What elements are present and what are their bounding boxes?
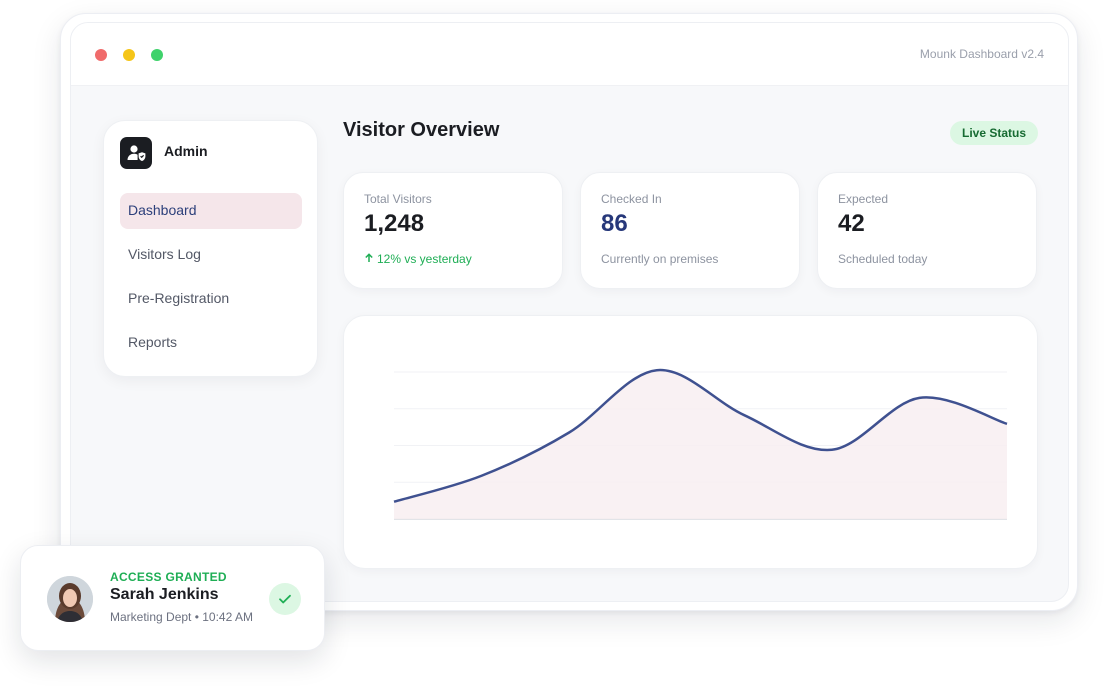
stat-label: Checked In [601, 192, 662, 206]
sidebar-item-pre-registration[interactable]: Pre-Registration [128, 290, 230, 306]
access-notification-toast[interactable]: ACCESS GRANTED Sarah Jenkins Marketing D… [20, 545, 325, 651]
stat-value: 86 [601, 210, 628, 237]
visitor-chart-card [343, 315, 1038, 569]
title-bar: Mounk Dashboard v2.4 [71, 23, 1068, 86]
visitor-name: Sarah Jenkins [110, 586, 219, 603]
stat-card-checked-in: Checked In 86 Currently on premises [580, 172, 800, 289]
page-title: Visitor Overview [343, 119, 500, 141]
chart-series-line [393, 368, 1008, 503]
app-version-label: Mounk Dashboard v2.4 [919, 47, 1044, 61]
access-status: ACCESS GRANTED [110, 570, 227, 584]
stat-card-total-visitors: Total Visitors 1,248 12% vs yesterday [343, 172, 563, 289]
stat-trend-text: 12% vs yesterday [377, 252, 472, 266]
chart-area-fill [394, 370, 1007, 519]
stat-subtext: Scheduled today [838, 252, 928, 266]
visitor-meta: Marketing Dept • 10:42 AM [110, 610, 253, 624]
sidebar: Admin Dashboard Visitors Log Pre-Registr… [103, 120, 318, 377]
stat-label: Total Visitors [364, 192, 432, 206]
admin-name: Admin [164, 143, 208, 159]
sidebar-item-reports[interactable]: Reports [128, 334, 178, 350]
sidebar-item-dashboard[interactable]: Dashboard [120, 193, 302, 229]
sidebar-item-visitors-log[interactable]: Visitors Log [128, 246, 201, 262]
arrow-up-icon [364, 252, 374, 266]
window-maximize-dot[interactable] [151, 49, 163, 61]
admin-shield-icon [127, 145, 146, 161]
stat-card-expected: Expected 42 Scheduled today [817, 172, 1037, 289]
app-window: Mounk Dashboard v2.4 Admin Dashboard Vis… [70, 22, 1069, 602]
stat-label: Expected [838, 192, 889, 206]
visitor-area-chart [393, 368, 1008, 520]
checkmark-icon [269, 583, 301, 615]
stat-trend: 12% vs yesterday [364, 252, 472, 266]
window-close-dot[interactable] [95, 49, 107, 61]
live-status-badge: Live Status [950, 121, 1038, 145]
stat-subtext: Currently on premises [601, 252, 719, 266]
window-minimize-dot[interactable] [123, 49, 135, 61]
admin-avatar [120, 137, 152, 169]
stat-value: 42 [838, 210, 865, 237]
stat-value: 1,248 [364, 210, 425, 237]
visitor-avatar [47, 576, 93, 622]
